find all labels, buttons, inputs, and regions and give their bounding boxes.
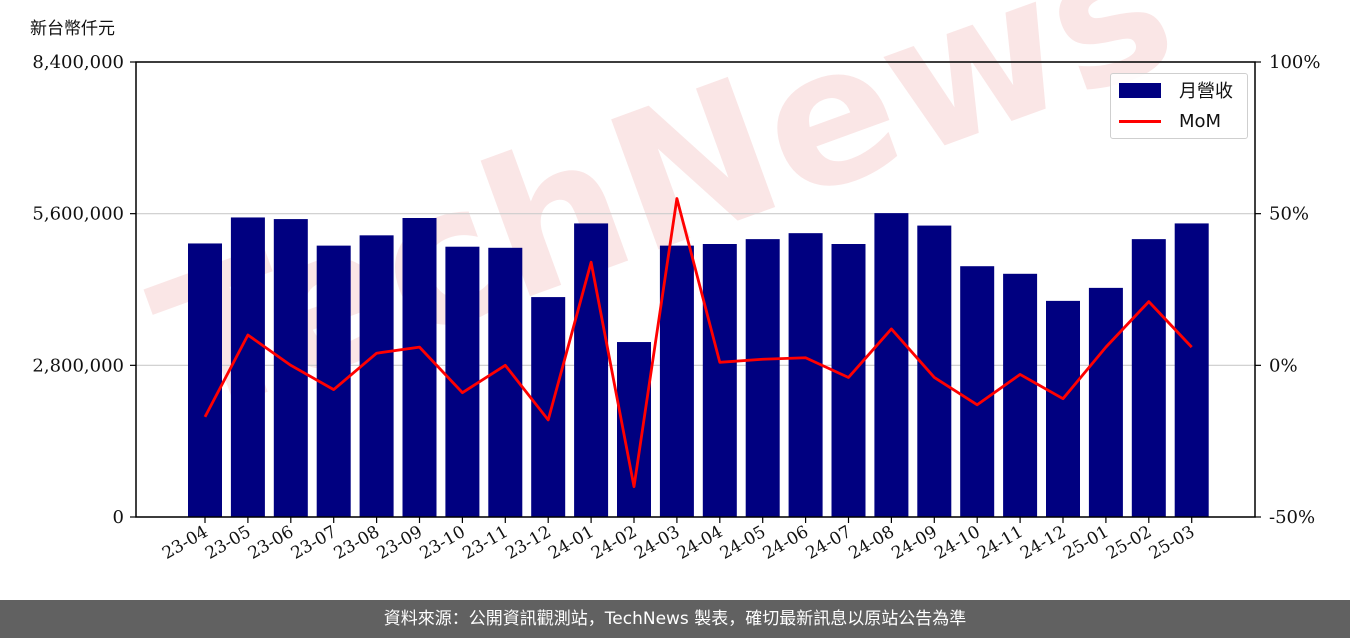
bar-23-06 (273, 219, 308, 518)
bar-24-01 (574, 223, 609, 517)
plot-frame (135, 61, 1256, 518)
x-tick-label: 23-09 (374, 522, 426, 564)
bar-23-05 (230, 217, 265, 518)
bar-25-03 (1174, 223, 1209, 517)
y-right-axis: -50% 0% 50% 100% (1255, 52, 1320, 528)
legend-item-revenue: 月營收 (1119, 77, 1233, 103)
x-tick-label: 24-10 (931, 522, 983, 564)
legend-swatch-revenue (1119, 82, 1161, 98)
x-tick-label: 23-07 (288, 522, 340, 564)
y-right-tick-label: -50% (1269, 507, 1315, 528)
bar-24-07 (831, 244, 866, 517)
x-tick-label: 23-08 (331, 522, 383, 564)
x-tick-label: 24-05 (717, 522, 769, 564)
y-left-axis: 0 2,800,000 5,600,000 8,400,000 (32, 52, 136, 528)
legend-item-mom: MoM (1119, 108, 1221, 134)
bar-24-12 (1046, 300, 1080, 517)
x-tick-label: 24-04 (674, 522, 726, 564)
y-axis-unit-label: 新台幣仟元 (30, 19, 115, 39)
x-tick-label: 24-12 (1017, 522, 1069, 564)
footer-source-note: 資料來源：公開資訊觀測站，TechNews 製表，確切最新訊息以原站公告為準 (0, 600, 1350, 638)
bar-23-08 (359, 235, 394, 518)
y-left-tick-label: 2,800,000 (32, 355, 124, 376)
x-tick-label: 23-11 (459, 522, 511, 564)
x-axis: 23-0423-0523-0623-0723-0823-0923-1023-11… (159, 517, 1198, 564)
y-right-tick-label: 0% (1269, 355, 1298, 376)
y-left-tick-label: 0 (113, 507, 124, 528)
x-tick-label: 25-02 (1103, 522, 1155, 564)
bar-24-03 (659, 245, 694, 517)
x-tick-label: 23-10 (416, 522, 468, 564)
mom-line (203, 197, 1193, 489)
bar-24-05 (745, 239, 780, 517)
y-left-tick-label: 5,600,000 (32, 204, 124, 225)
x-tick-label: 24-03 (631, 522, 683, 564)
bar-25-02 (1131, 239, 1166, 517)
legend-label-revenue: 月營收 (1179, 81, 1233, 102)
bar-24-10 (960, 266, 995, 517)
legend-swatch-mom (1119, 119, 1161, 123)
bar-23-09 (402, 218, 437, 517)
mom-line-group (203, 197, 1193, 489)
x-tick-label: 23-12 (502, 522, 554, 564)
legend-label-mom: MoM (1179, 110, 1222, 132)
legend: 月營收 MoM (1110, 73, 1248, 139)
bar-23-11 (488, 247, 523, 517)
y-left-tick-label: 8,400,000 (32, 52, 124, 73)
x-tick-label: 24-07 (803, 522, 855, 564)
x-tick-label: 24-02 (588, 522, 640, 564)
y-right-tick-label: 100% (1269, 52, 1320, 73)
x-tick-label: 24-06 (760, 522, 812, 564)
bar-23-04 (188, 243, 222, 518)
x-tick-label: 23-05 (202, 522, 254, 564)
x-tick-label: 24-08 (845, 522, 897, 564)
x-tick-label: 25-01 (1060, 522, 1112, 564)
bar-24-11 (1003, 273, 1038, 517)
x-tick-label: 23-06 (245, 522, 297, 564)
bar-24-08 (874, 213, 909, 517)
y-right-tick-label: 50% (1269, 204, 1309, 225)
x-tick-label: 24-09 (888, 522, 940, 564)
bar-24-06 (788, 233, 823, 517)
x-tick-label: 24-11 (974, 522, 1026, 564)
x-tick-label: 25-03 (1146, 522, 1198, 564)
x-tick-label: 24-01 (545, 522, 597, 564)
x-tick-label: 23-04 (159, 522, 211, 564)
bar-24-04 (702, 244, 737, 517)
bar-25-01 (1088, 287, 1123, 517)
bar-24-09 (917, 225, 952, 518)
